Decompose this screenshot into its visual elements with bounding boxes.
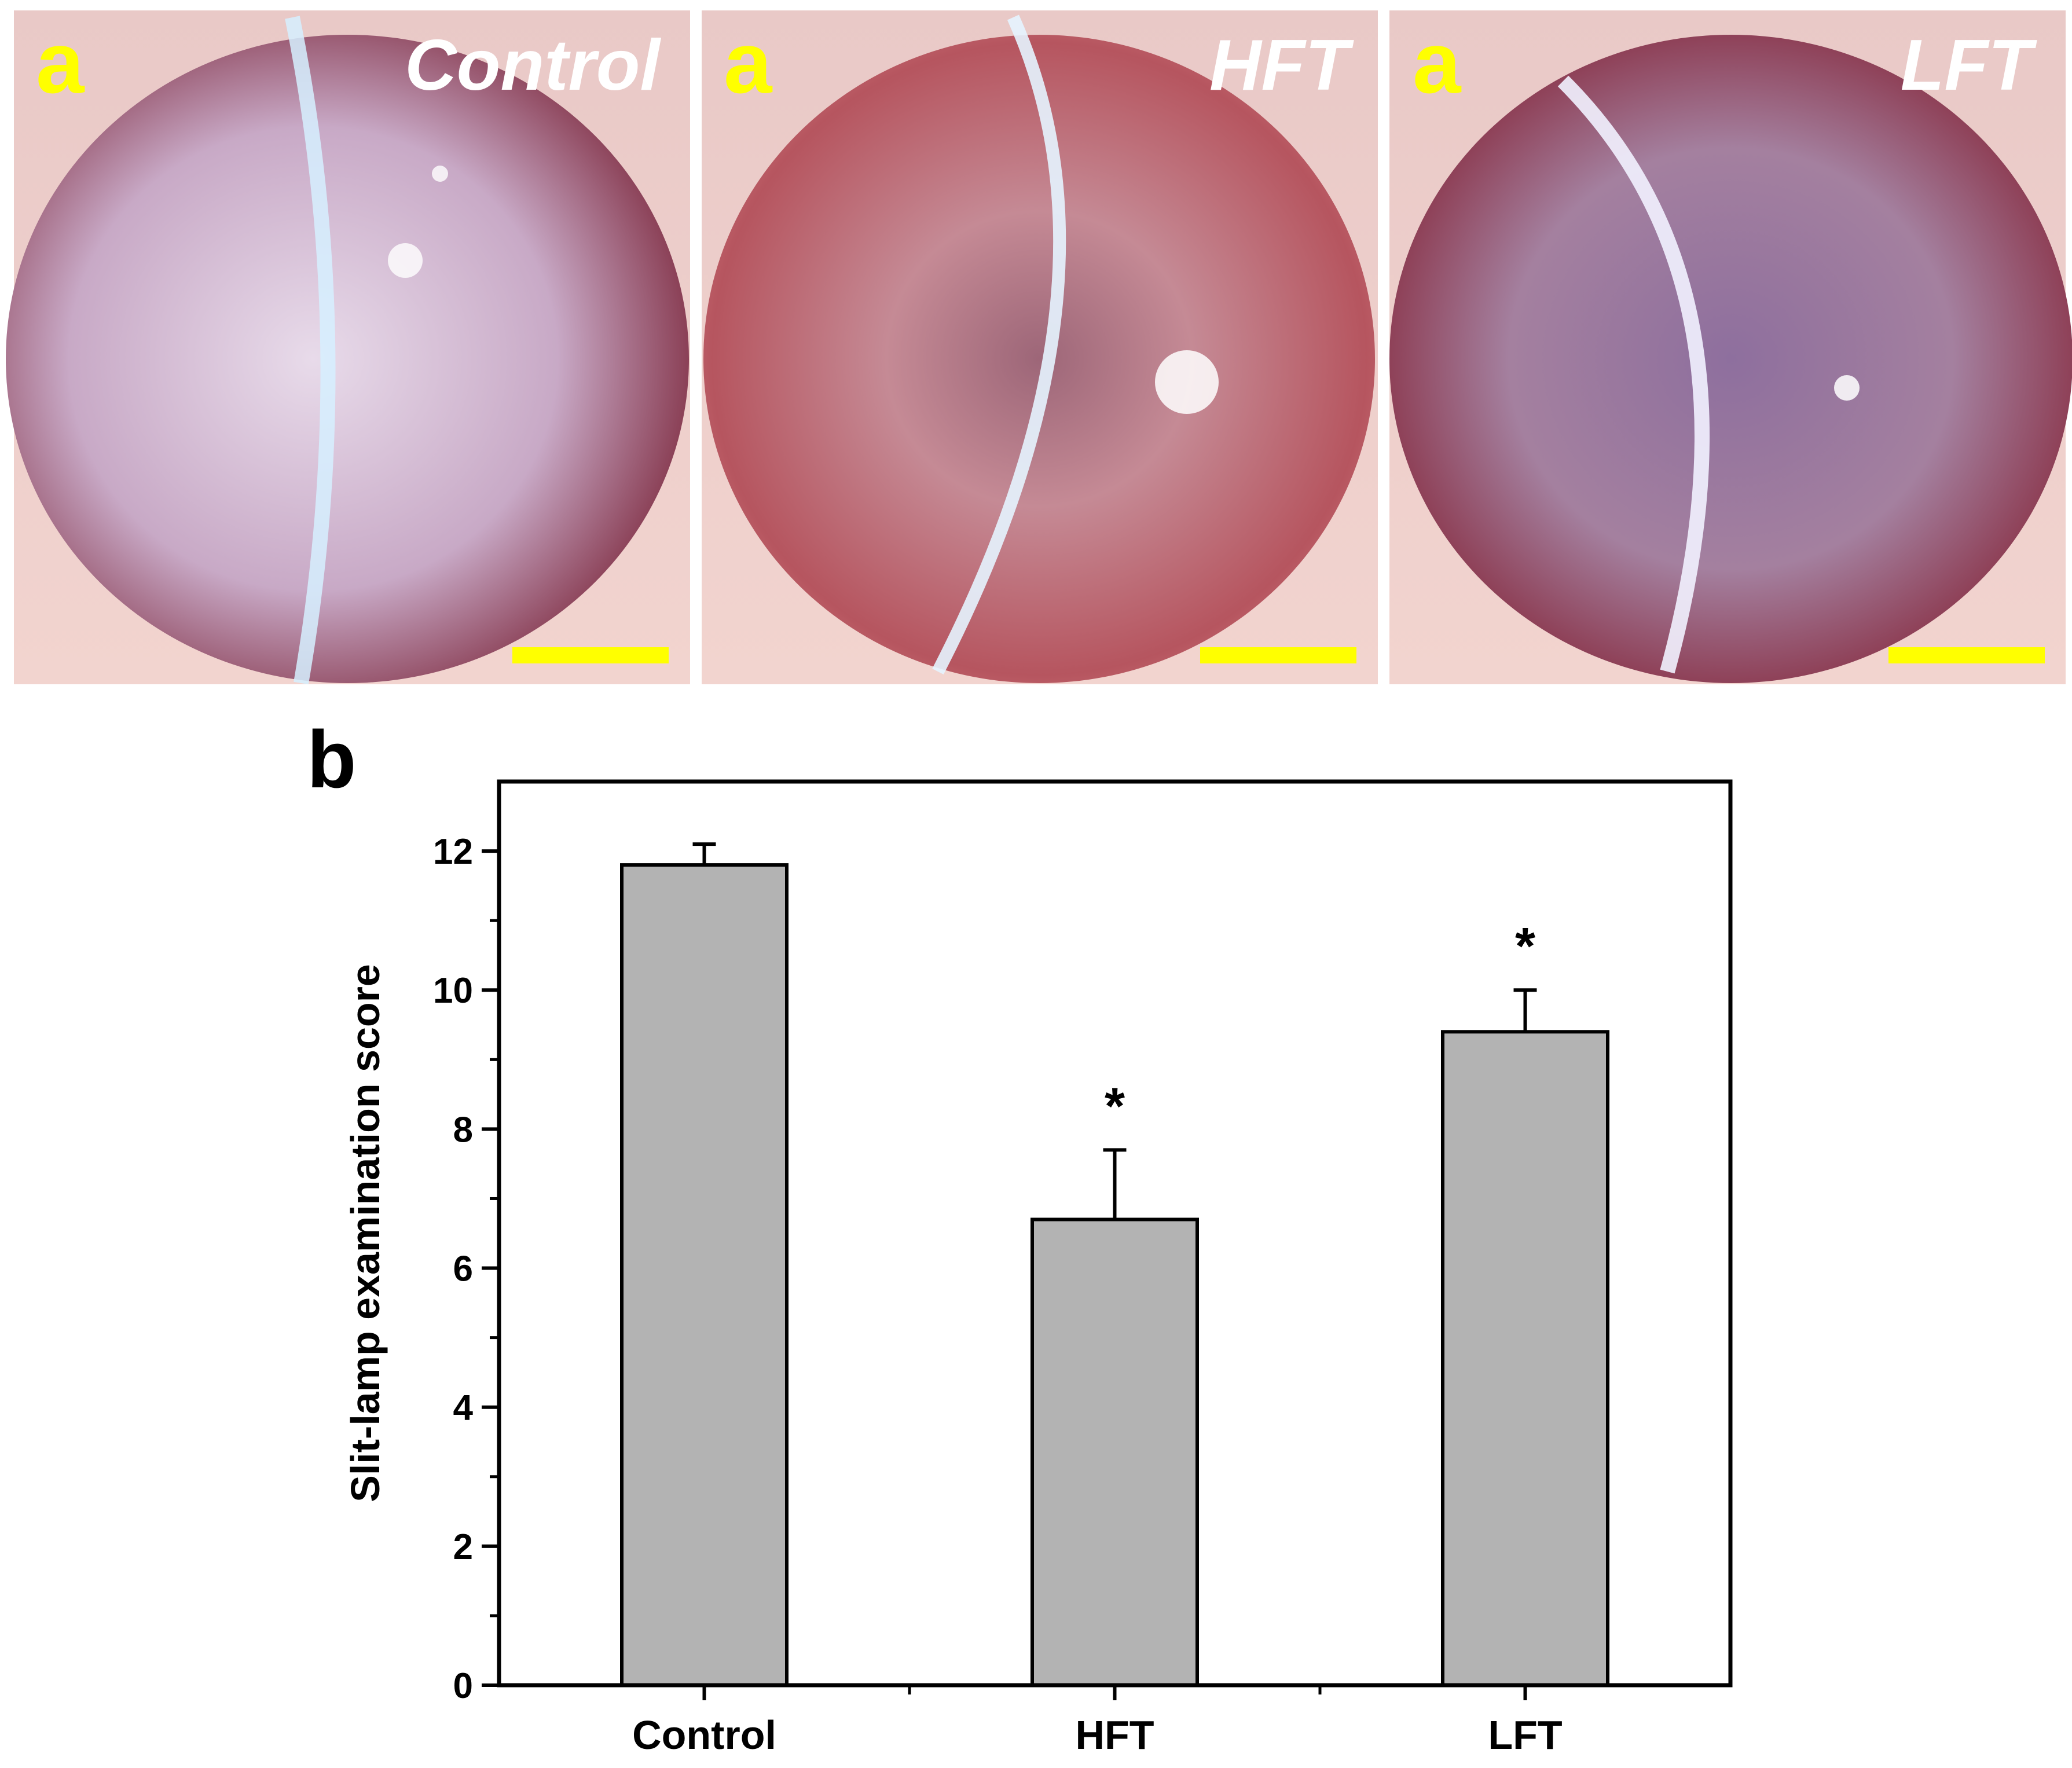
y-tick-label: 10 bbox=[433, 971, 473, 1011]
y-tick-label: 2 bbox=[453, 1527, 473, 1567]
y-axis-title: Slit-lamp examination score bbox=[343, 964, 388, 1502]
y-tick-label: 12 bbox=[433, 832, 473, 872]
photo-label-control: Control bbox=[405, 25, 661, 105]
photo-panel-control bbox=[6, 10, 690, 685]
bars bbox=[620, 863, 1609, 1687]
photo-panel-lft bbox=[1389, 10, 2072, 684]
x-tick-label-lft: LFT bbox=[1488, 1712, 1562, 1758]
x-axis-ticks: Control HFT LFT bbox=[632, 1685, 1563, 1758]
y-tick-label: 6 bbox=[453, 1249, 473, 1289]
photo-panel-hft bbox=[702, 10, 1378, 684]
y-tick-label: 4 bbox=[453, 1388, 474, 1428]
panel-letter-a-3: a bbox=[1413, 14, 1462, 111]
scale-bar-hft bbox=[1200, 647, 1356, 663]
bar-hft bbox=[1031, 1217, 1199, 1687]
photo-label-hft: HFT bbox=[1209, 25, 1354, 105]
significance-markers: ** bbox=[1105, 918, 1535, 1135]
y-axis-ticks: 0 2 4 6 8 10 12 bbox=[433, 832, 499, 1706]
panel-letter-a-2: a bbox=[724, 14, 773, 111]
photo-label-lft: LFT bbox=[1901, 25, 2037, 105]
plot-frame bbox=[497, 779, 1733, 1688]
scale-bar-control bbox=[512, 647, 669, 663]
x-tick-label-control: Control bbox=[632, 1712, 776, 1758]
scale-bar-lft bbox=[1888, 647, 2045, 663]
significance-hft: * bbox=[1105, 1077, 1125, 1135]
panel-letter-a-1: a bbox=[36, 14, 85, 111]
x-tick-label-hft: HFT bbox=[1075, 1712, 1154, 1758]
bar-lft bbox=[1441, 1030, 1609, 1687]
error-bars bbox=[692, 842, 1537, 1220]
panel-a-labels: a Control a HFT a LFT bbox=[36, 14, 2037, 111]
bar-control bbox=[620, 863, 789, 1687]
significance-lft: * bbox=[1515, 918, 1535, 975]
y-tick-label: 0 bbox=[453, 1666, 473, 1706]
y-tick-label: 8 bbox=[453, 1110, 473, 1150]
scale-bars bbox=[512, 647, 2045, 663]
panel-letter-b: b bbox=[307, 714, 357, 805]
